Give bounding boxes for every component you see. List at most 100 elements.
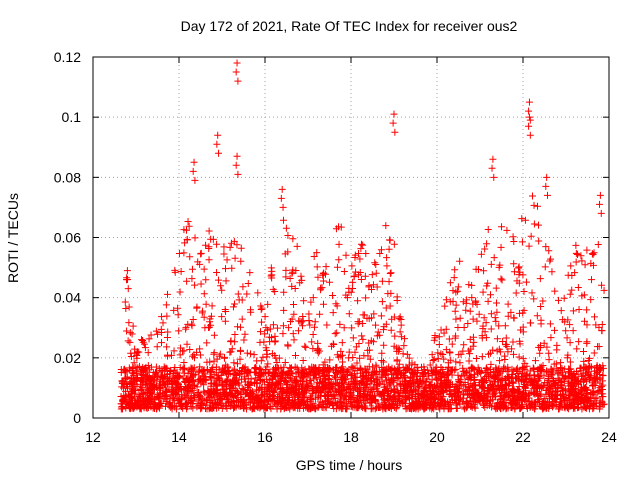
data-point — [257, 306, 265, 314]
data-point — [129, 404, 137, 412]
data-point — [153, 343, 161, 351]
data-point — [502, 334, 510, 342]
y-tick-labels: 0 0.02 0.04 0.06 0.08 0.1 0.12 — [54, 49, 81, 426]
y-tick-label: 0.04 — [54, 290, 81, 306]
data-point — [497, 275, 505, 283]
data-point — [145, 335, 153, 343]
data-point — [465, 390, 473, 398]
data-point — [309, 330, 317, 338]
data-point — [466, 335, 474, 343]
data-point — [240, 396, 248, 404]
data-point — [222, 370, 230, 378]
data-point — [162, 364, 170, 372]
data-point — [581, 317, 589, 325]
data-point — [500, 363, 508, 371]
data-point — [482, 365, 490, 373]
data-point — [205, 227, 213, 235]
data-point — [441, 302, 449, 310]
data-point — [572, 258, 580, 266]
data-point — [147, 401, 155, 409]
data-point — [458, 398, 466, 406]
data-point — [361, 390, 369, 398]
data-point — [535, 373, 543, 381]
data-point — [313, 249, 321, 257]
data-point — [218, 382, 226, 390]
data-point — [504, 312, 512, 320]
x-tick-label: 16 — [257, 429, 273, 445]
data-point — [158, 313, 166, 321]
x-tick-label: 14 — [171, 429, 187, 445]
data-point — [563, 401, 571, 409]
data-point — [596, 191, 604, 199]
data-point — [521, 216, 529, 224]
data-point — [374, 399, 382, 407]
y-tick-label: 0.06 — [54, 230, 81, 246]
data-point — [538, 401, 546, 409]
data-point — [393, 293, 401, 301]
data-point — [451, 307, 459, 315]
data-point — [510, 268, 518, 276]
data-point — [510, 260, 518, 268]
data-point — [401, 335, 409, 343]
data-point — [220, 243, 228, 251]
data-point — [471, 403, 479, 411]
data-point — [279, 368, 287, 376]
data-point — [189, 352, 197, 360]
data-point — [195, 368, 203, 376]
data-point — [355, 249, 363, 257]
data-point — [226, 385, 234, 393]
data-point — [250, 368, 258, 376]
data-point — [206, 318, 214, 326]
data-point — [231, 331, 239, 339]
data-point — [395, 315, 403, 323]
data-point — [316, 378, 324, 386]
data-point — [542, 386, 550, 394]
x-tick-label: 20 — [429, 429, 445, 445]
data-point — [382, 222, 390, 230]
data-point — [163, 343, 171, 351]
data-point — [474, 388, 482, 396]
data-point — [180, 249, 188, 257]
data-point — [583, 339, 591, 347]
data-point — [300, 297, 308, 305]
data-point — [502, 340, 510, 348]
data-point — [139, 398, 147, 406]
data-point — [464, 319, 472, 327]
data-point — [390, 342, 398, 350]
data-point — [188, 373, 196, 381]
data-point — [298, 318, 306, 326]
data-point — [469, 315, 477, 323]
data-point — [160, 381, 168, 389]
data-point — [401, 402, 409, 410]
data-point — [243, 290, 251, 298]
data-point — [418, 394, 426, 402]
data-point — [239, 283, 247, 291]
data-point — [568, 378, 576, 386]
data-point — [412, 393, 420, 401]
data-point — [542, 243, 550, 251]
data-point — [453, 399, 461, 407]
data-point — [465, 384, 473, 392]
data-point — [519, 309, 527, 317]
data-point — [296, 317, 304, 325]
data-point — [322, 403, 330, 411]
data-point — [280, 288, 288, 296]
data-point — [391, 365, 399, 373]
data-point — [361, 272, 369, 280]
data-point — [358, 332, 366, 340]
data-point — [224, 395, 232, 403]
data-point — [297, 272, 305, 280]
data-point — [378, 373, 386, 381]
data-point — [549, 375, 557, 383]
data-point — [329, 384, 337, 392]
data-point — [306, 321, 314, 329]
data-point — [240, 336, 248, 344]
data-point — [201, 397, 209, 405]
data-point — [275, 399, 283, 407]
data-point — [193, 303, 201, 311]
data-point — [189, 315, 197, 323]
data-point — [580, 357, 588, 365]
data-point — [172, 370, 180, 378]
data-point — [194, 388, 202, 396]
data-point — [530, 220, 538, 228]
